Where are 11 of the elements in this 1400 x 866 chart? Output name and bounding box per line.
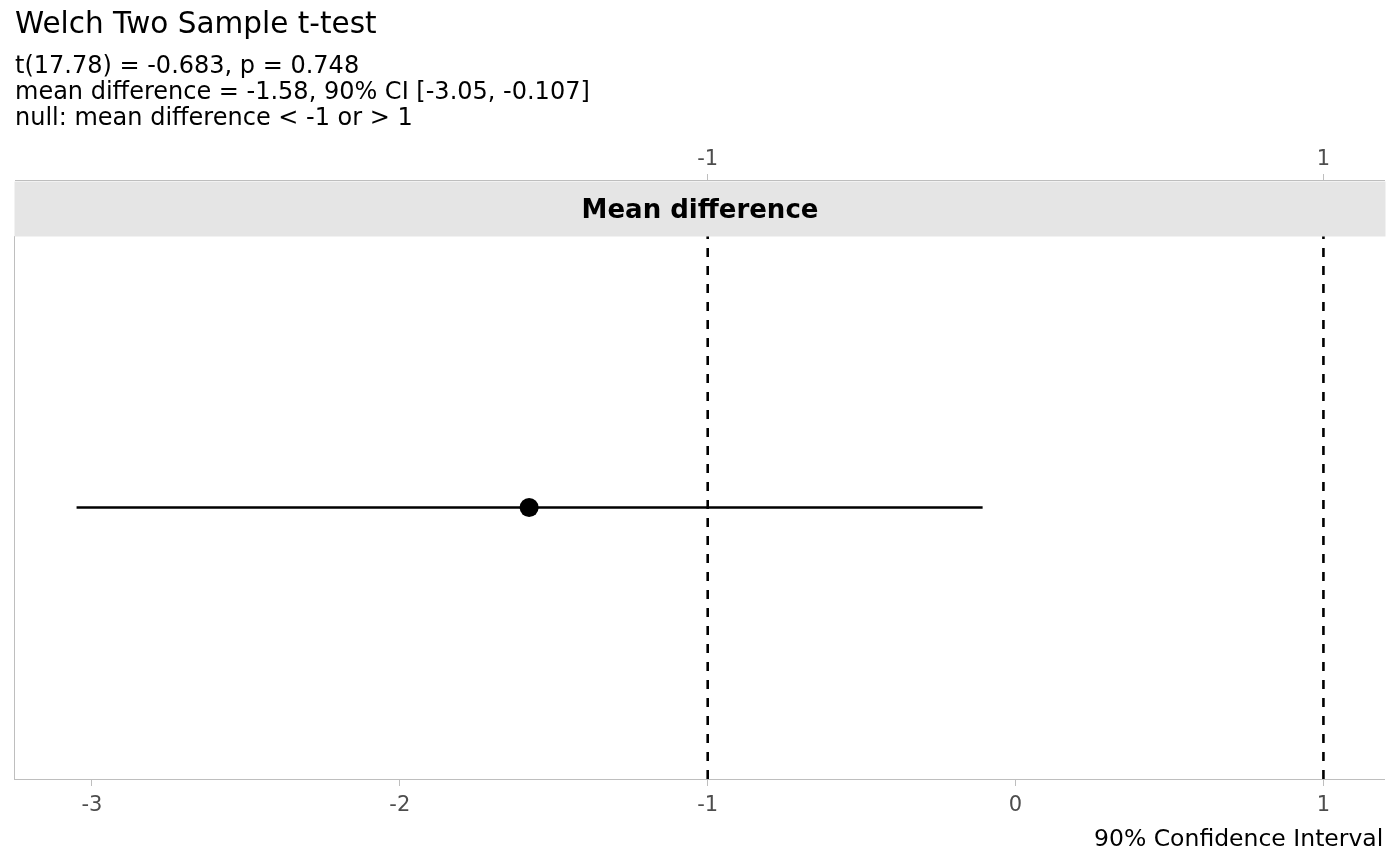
text: Mean difference — [581, 194, 819, 224]
chart-title: Welch Two Sample t-test — [15, 5, 377, 40]
x-tick-label: -1 — [697, 792, 719, 817]
chart-subtitle: t(17.78) = -0.683, p = 0.748 mean difference = -1.58, 90% CI [-3.05, -0.107] null: mean difference < -1 or > 1 — [15, 51, 590, 131]
x-tick-label: -3 — [81, 792, 103, 817]
x-axis-title: 90% Confidence Interval — [1094, 824, 1384, 852]
x2-tick-label: -1 — [697, 146, 719, 171]
x-tick-label: 1 — [1316, 792, 1331, 817]
x-tick-label: -2 — [389, 792, 411, 817]
x2-tick-label: 1 — [1316, 146, 1331, 171]
x-tick-label: 0 — [1008, 792, 1023, 817]
